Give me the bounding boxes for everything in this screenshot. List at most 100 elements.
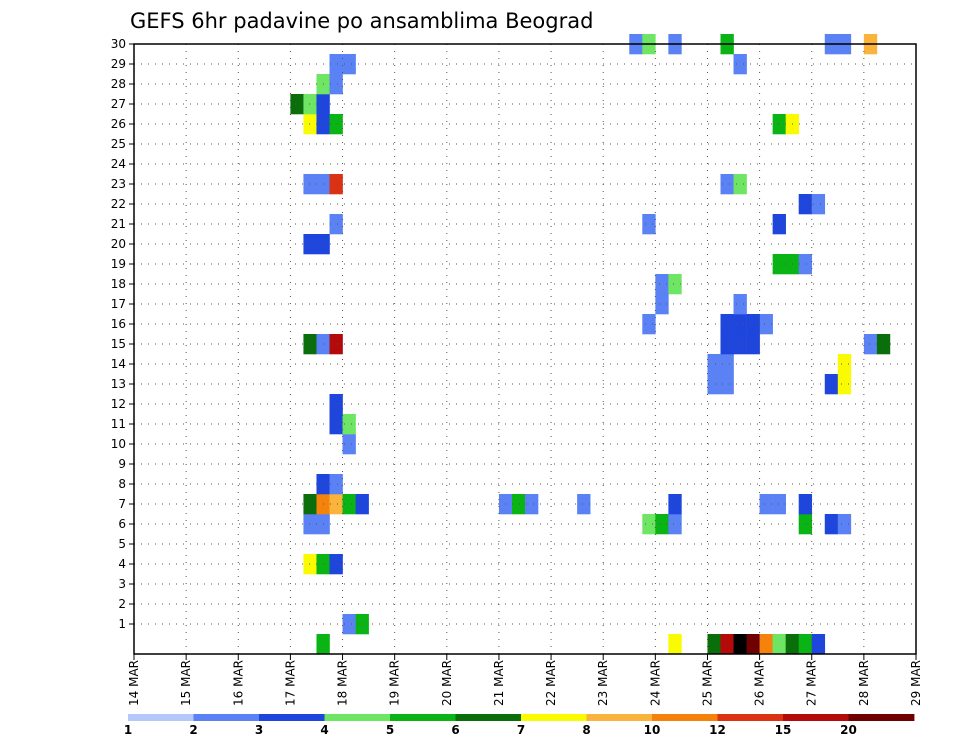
heatmap-cell (303, 174, 317, 195)
heatmap-cell (329, 474, 343, 495)
heatmap-cell (746, 334, 760, 355)
heatmap-cell (355, 614, 369, 635)
heatmap-cell (707, 354, 721, 375)
legend-swatch (586, 714, 653, 721)
heatmap-cell (355, 494, 369, 515)
heatmap-cell (303, 94, 317, 115)
y-tick-label: 1 (118, 617, 126, 631)
x-tick-label: 20 MAR (440, 660, 454, 706)
heatmap-cell (329, 214, 343, 235)
grid-dots (134, 43, 916, 654)
heatmap-cell (511, 494, 526, 515)
plot-frame (133, 43, 917, 655)
legend-swatch (390, 714, 456, 721)
legend-swatch (521, 714, 587, 721)
heatmap-cell (837, 374, 852, 395)
heatmap-cell (837, 354, 852, 375)
y-tick-label: 29 (111, 57, 126, 71)
heatmap-cell (720, 354, 734, 375)
y-tick-label: 15 (111, 337, 126, 351)
heatmap-cell (707, 634, 721, 655)
legend-label: 3 (255, 723, 263, 737)
heatmap-cell (746, 634, 760, 655)
legend-label: 20 (840, 723, 857, 737)
heatmap-cell (577, 494, 591, 515)
heatmap-cell (720, 334, 734, 355)
y-axis: 1234567891011121314151617181920212223242… (111, 37, 134, 631)
legend-swatch (128, 714, 194, 721)
heatmap-cell (303, 334, 317, 355)
heatmap-cell (772, 634, 786, 655)
heatmap-cell (798, 514, 813, 535)
x-axis: 14 MAR 15 MAR 16 MAR 17 MAR 18 MAR 19 MAR 20 M… (127, 654, 923, 706)
heatmap-cell (655, 294, 669, 315)
heatmap-cell (863, 334, 878, 355)
heatmap-cell (329, 334, 343, 355)
heatmap-cell (759, 494, 773, 515)
heatmap-cell (720, 174, 734, 195)
heatmap-cell (733, 54, 747, 75)
heatmap-cell (668, 634, 682, 655)
y-tick-label: 30 (111, 37, 126, 51)
x-tick-label: 15 MAR (179, 660, 193, 706)
x-tick-label: 26 MAR (753, 660, 767, 706)
y-tick-label: 13 (111, 377, 126, 391)
y-tick-label: 11 (111, 417, 126, 431)
heatmap-cell (316, 634, 330, 655)
legend-label: 12 (709, 723, 726, 737)
heatmap-cell (668, 494, 682, 515)
heatmap-cell (329, 414, 343, 435)
heatmap-cell (342, 614, 356, 635)
legend-label: 1 (124, 723, 132, 737)
y-tick-label: 17 (111, 297, 126, 311)
heatmap-cell (720, 374, 734, 395)
heatmap-cell (642, 514, 656, 535)
heatmap-cell (655, 274, 669, 295)
y-tick-label: 14 (111, 357, 126, 371)
heatmap-cell (329, 494, 343, 515)
x-tick-label: 22 MAR (544, 660, 558, 706)
y-tick-label: 9 (118, 457, 126, 471)
color-legend: 1 2 3 4 5 6 7 8 10 12 15 20 (124, 714, 915, 737)
x-tick-label: 23 MAR (596, 660, 610, 706)
y-tick-label: 8 (118, 477, 126, 491)
heatmap-cell (746, 314, 760, 335)
legend-swatch (193, 714, 260, 721)
legend-label: 4 (320, 723, 328, 737)
y-tick-label: 2 (118, 597, 126, 611)
y-tick-label: 3 (118, 577, 126, 591)
y-tick-label: 18 (111, 277, 126, 291)
heatmap-cell (733, 634, 747, 655)
x-tick-label: 28 MAR (857, 660, 871, 706)
heatmap-cell (733, 294, 747, 315)
y-tick-label: 10 (111, 437, 126, 451)
y-tick-label: 27 (111, 97, 126, 111)
legend-swatch (259, 714, 325, 721)
y-tick-label: 16 (111, 317, 126, 331)
heatmap-cell (772, 494, 786, 515)
x-tick-label: 17 MAR (283, 660, 297, 706)
chart-title: GEFS 6hr padavine po ansamblima Beograd (130, 9, 593, 33)
heatmap-cell (707, 374, 721, 395)
heatmap-cell (329, 174, 343, 195)
legend-label: 5 (386, 723, 394, 737)
legend-swatch (848, 714, 915, 721)
heatmap-cell (837, 514, 852, 535)
legend-label: 2 (189, 723, 197, 737)
legend-label: 15 (775, 723, 792, 737)
y-tick-label: 23 (111, 177, 126, 191)
legend-swatch (652, 714, 718, 721)
heatmap-cell (342, 434, 356, 455)
x-tick-label: 19 MAR (388, 660, 402, 706)
heatmap-cell (290, 94, 304, 115)
y-tick-label: 7 (118, 497, 126, 511)
y-tick-label: 28 (111, 77, 126, 91)
y-tick-label: 24 (111, 157, 126, 171)
x-tick-label: 25 MAR (701, 660, 715, 706)
heatmap-cell (668, 514, 682, 535)
heatmap-cell (824, 514, 839, 535)
x-tick-label: 27 MAR (805, 660, 819, 706)
heatmap-cell (303, 234, 317, 255)
heatmap-cell (811, 634, 826, 655)
heatmap-cell (342, 494, 356, 515)
